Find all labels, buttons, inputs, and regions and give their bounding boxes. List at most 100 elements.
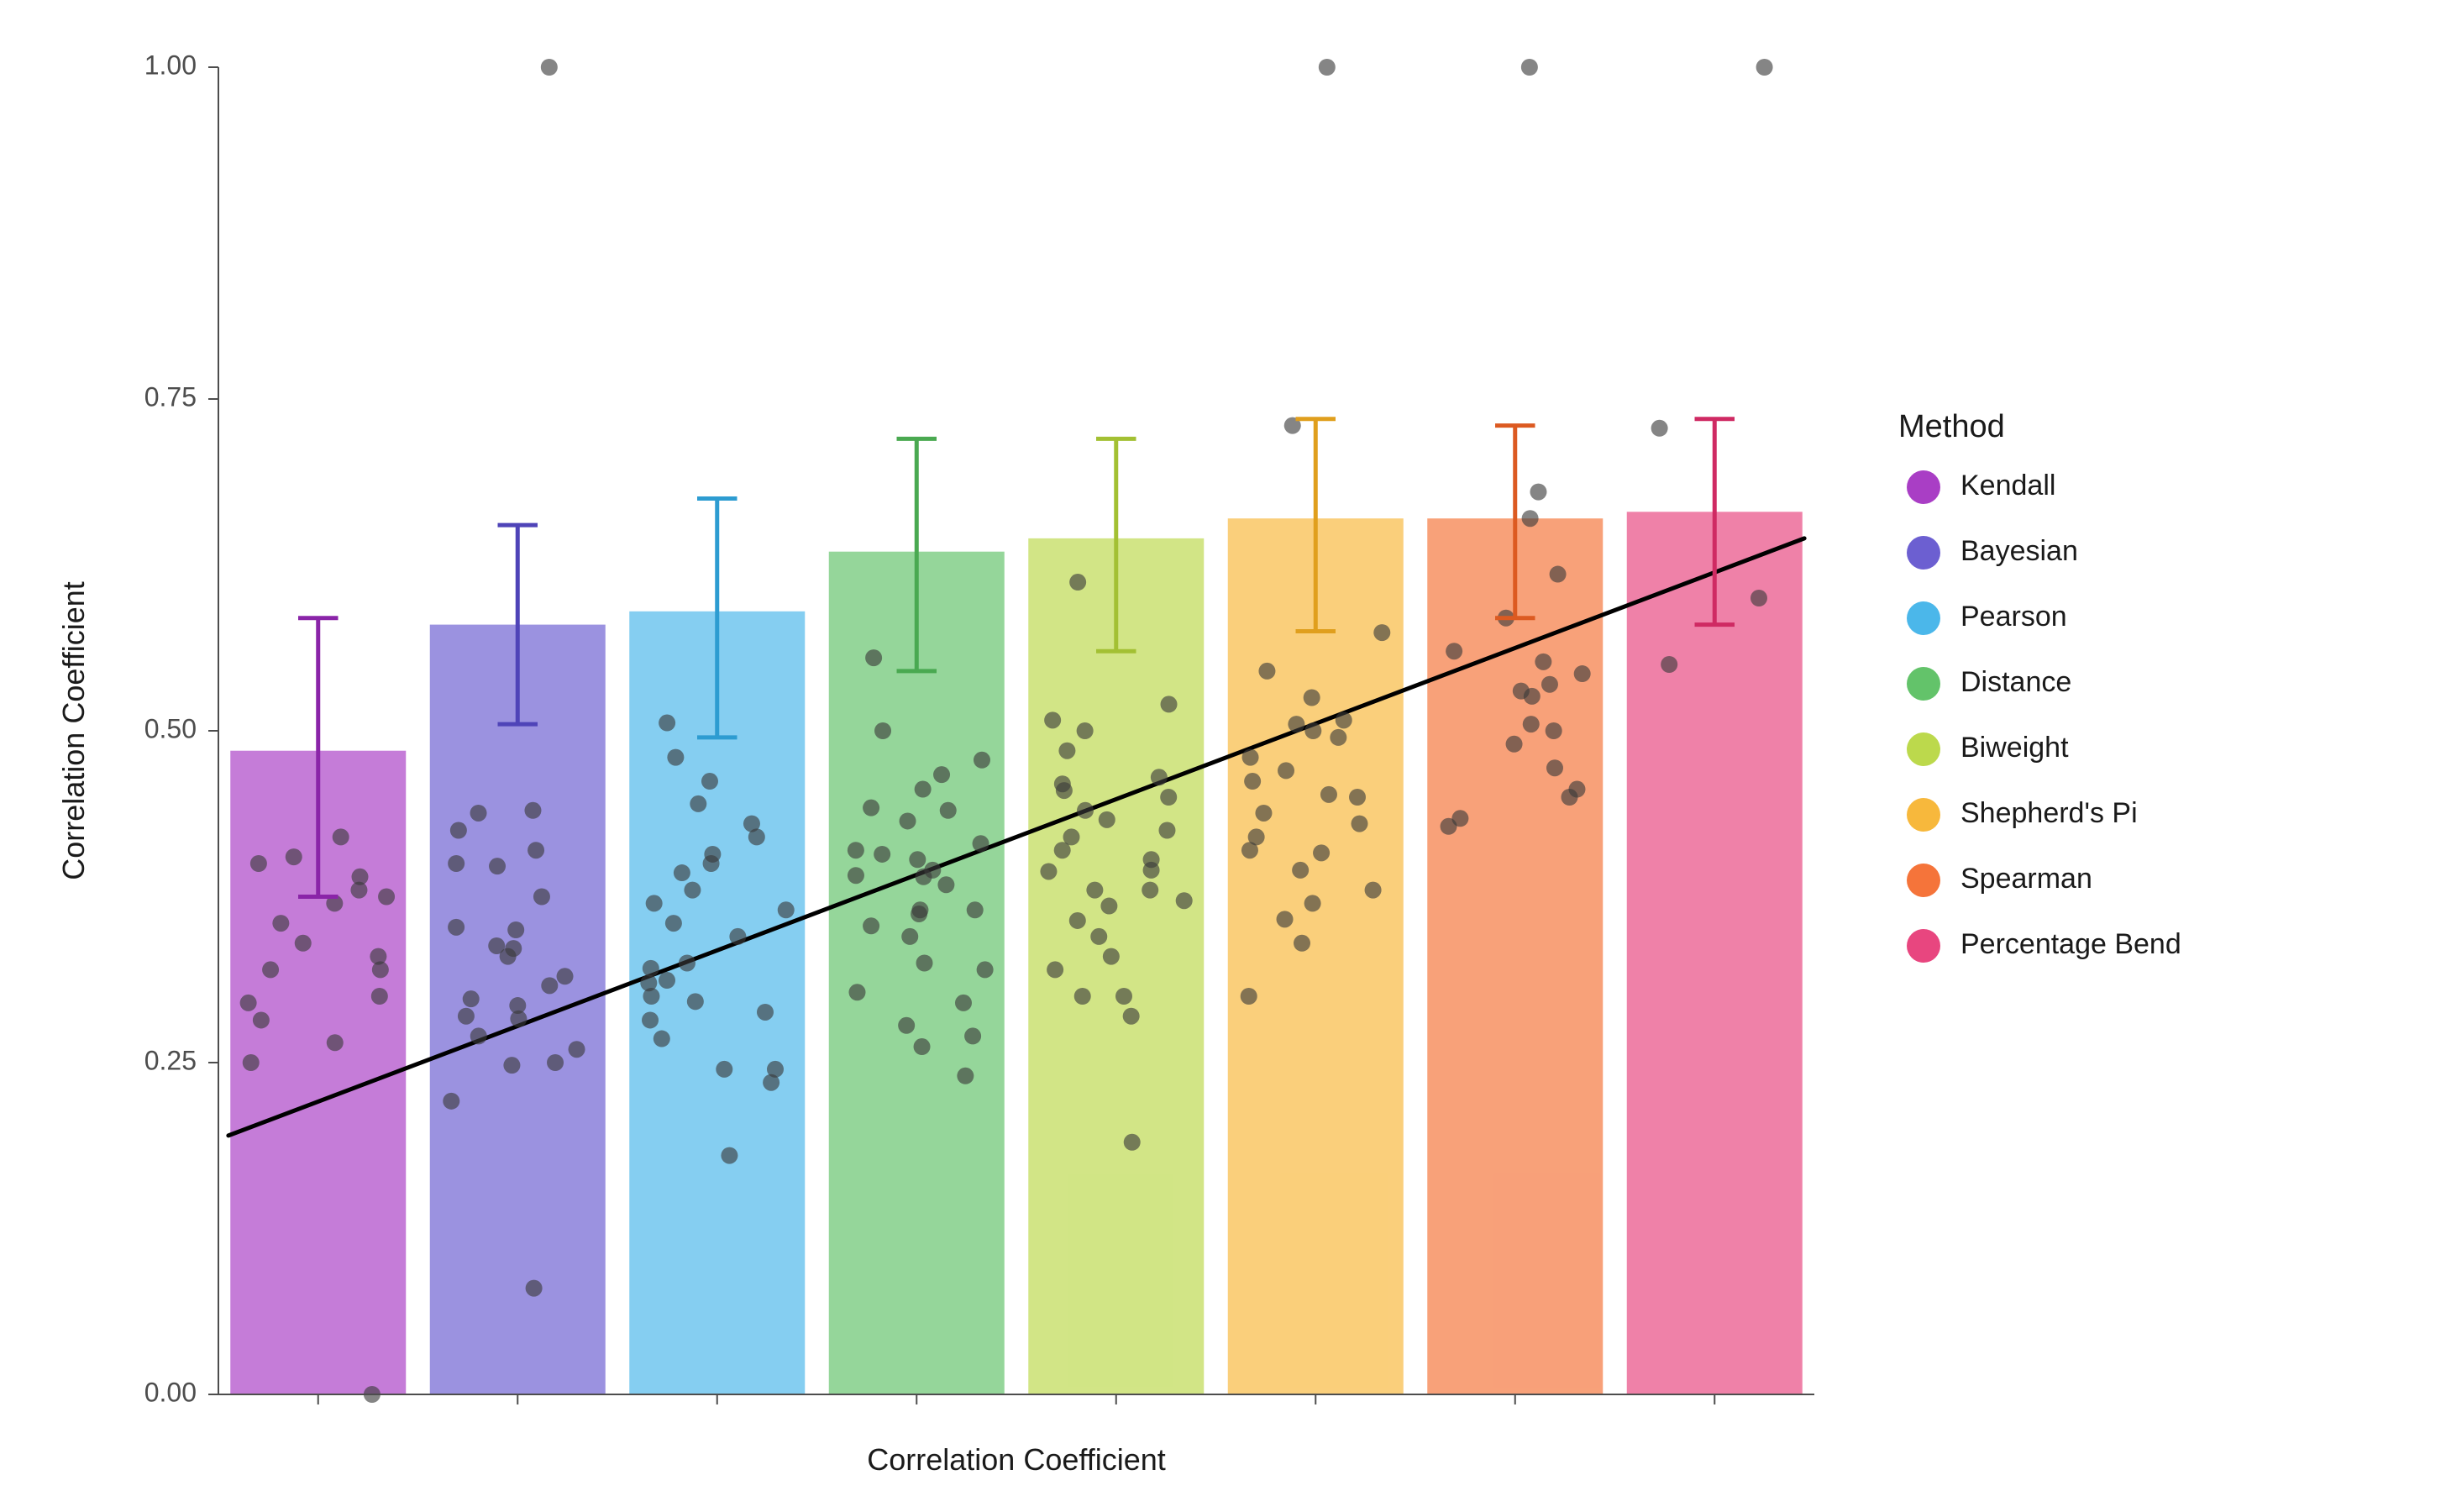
- legend-swatch: [1907, 536, 1940, 570]
- jitter-point: [541, 977, 558, 994]
- jitter-point: [1142, 882, 1158, 899]
- jitter-point: [1451, 810, 1468, 827]
- jitter-point: [964, 1027, 981, 1044]
- jitter-point: [1278, 762, 1294, 779]
- jitter-point: [569, 1041, 585, 1058]
- jitter-point: [690, 795, 706, 812]
- jitter-point: [701, 773, 718, 790]
- jitter-point: [937, 876, 954, 893]
- jitter-point: [848, 867, 864, 884]
- jitter-point: [1574, 665, 1591, 682]
- jitter-point: [1304, 690, 1320, 706]
- jitter-point: [974, 752, 990, 769]
- jitter-point: [524, 802, 541, 819]
- jitter-point: [1561, 789, 1577, 806]
- jitter-point: [642, 1011, 659, 1028]
- jitter-point: [526, 1280, 543, 1297]
- jitter-point: [547, 1054, 564, 1071]
- jitter-point: [659, 715, 675, 732]
- jitter-point: [1063, 828, 1080, 845]
- jitter-point: [1756, 59, 1773, 76]
- jitter-point: [716, 1061, 732, 1078]
- jitter-point: [909, 851, 926, 868]
- jitter-point: [1054, 775, 1071, 792]
- jitter-point: [643, 960, 659, 977]
- jitter-point: [977, 961, 994, 978]
- jitter-point: [967, 901, 984, 918]
- jitter-point: [665, 915, 682, 932]
- legend-label: Percentage Bend: [1960, 928, 2181, 960]
- jitter-point: [1077, 722, 1094, 739]
- jitter-point: [1099, 811, 1115, 828]
- jitter-point: [489, 858, 506, 874]
- jitter-point: [500, 948, 517, 965]
- jitter-point: [378, 889, 395, 906]
- jitter-point: [743, 816, 760, 832]
- jitter-point: [1277, 911, 1294, 927]
- jitter-point: [1143, 862, 1160, 879]
- jitter-point: [1176, 892, 1193, 909]
- jitter-point: [327, 1034, 344, 1051]
- legend-label: Distance: [1960, 666, 2071, 698]
- legend-swatch: [1907, 864, 1940, 897]
- jitter-point: [250, 855, 267, 872]
- jitter-point: [874, 722, 891, 739]
- legend-label: Spearman: [1960, 863, 2092, 895]
- jitter-point: [1365, 882, 1382, 899]
- jitter-point: [865, 649, 882, 666]
- y-tick-label: 0.25: [144, 1045, 197, 1075]
- jitter-point: [533, 889, 550, 906]
- jitter-point: [333, 828, 349, 845]
- jitter-point: [1546, 722, 1562, 739]
- jitter-point: [1255, 805, 1272, 822]
- jitter-point: [729, 928, 746, 945]
- jitter-point: [757, 1004, 774, 1021]
- jitter-point: [704, 846, 721, 863]
- jitter-point: [1751, 590, 1767, 606]
- jitter-point: [1550, 566, 1567, 583]
- jitter-point: [1349, 789, 1366, 806]
- jitter-point: [1242, 749, 1259, 766]
- jitter-point: [510, 1011, 527, 1027]
- jitter-point: [914, 1038, 931, 1055]
- jitter-point: [1161, 696, 1178, 712]
- jitter-point: [684, 882, 701, 899]
- jitter-point: [973, 835, 989, 852]
- legend-swatch: [1907, 929, 1940, 963]
- jitter-point: [528, 842, 544, 858]
- jitter-point: [1319, 59, 1336, 76]
- jitter-point: [541, 59, 558, 76]
- jitter-point: [262, 961, 279, 978]
- x-axis-label: Correlation Coefficient: [867, 1442, 1166, 1477]
- legend-label: Bayesian: [1960, 535, 2078, 567]
- jitter-point: [470, 1027, 487, 1044]
- jitter-point: [778, 901, 795, 918]
- legend-swatch: [1907, 798, 1940, 832]
- jitter-point: [679, 955, 695, 972]
- jitter-point: [1077, 802, 1094, 819]
- jitter-point: [674, 864, 690, 881]
- jitter-point: [1244, 773, 1261, 790]
- jitter-point: [1069, 574, 1086, 591]
- jitter-point: [721, 1147, 737, 1164]
- jitter-point: [1535, 654, 1551, 670]
- jitter-point: [1115, 988, 1132, 1005]
- jitter-point: [557, 968, 574, 984]
- jitter-point: [1373, 624, 1390, 641]
- jitter-point: [1304, 722, 1321, 739]
- jitter-point: [1522, 510, 1539, 527]
- jitter-point: [848, 842, 864, 858]
- bar: [1228, 518, 1404, 1394]
- correlation-chart: 0.000.250.500.751.00Correlation Coeffici…: [0, 0, 2446, 1512]
- jitter-point: [1047, 961, 1063, 978]
- legend-label: Shepherd's Pi: [1960, 797, 2138, 829]
- jitter-point: [653, 1031, 670, 1047]
- jitter-point: [924, 862, 941, 879]
- jitter-point: [443, 1093, 459, 1110]
- jitter-point: [448, 855, 465, 872]
- chart-container: 0.000.250.500.751.00Correlation Coeffici…: [0, 0, 2446, 1512]
- jitter-point: [659, 972, 675, 989]
- bar: [1627, 512, 1803, 1394]
- jitter-point: [687, 993, 704, 1010]
- jitter-point: [1288, 716, 1304, 732]
